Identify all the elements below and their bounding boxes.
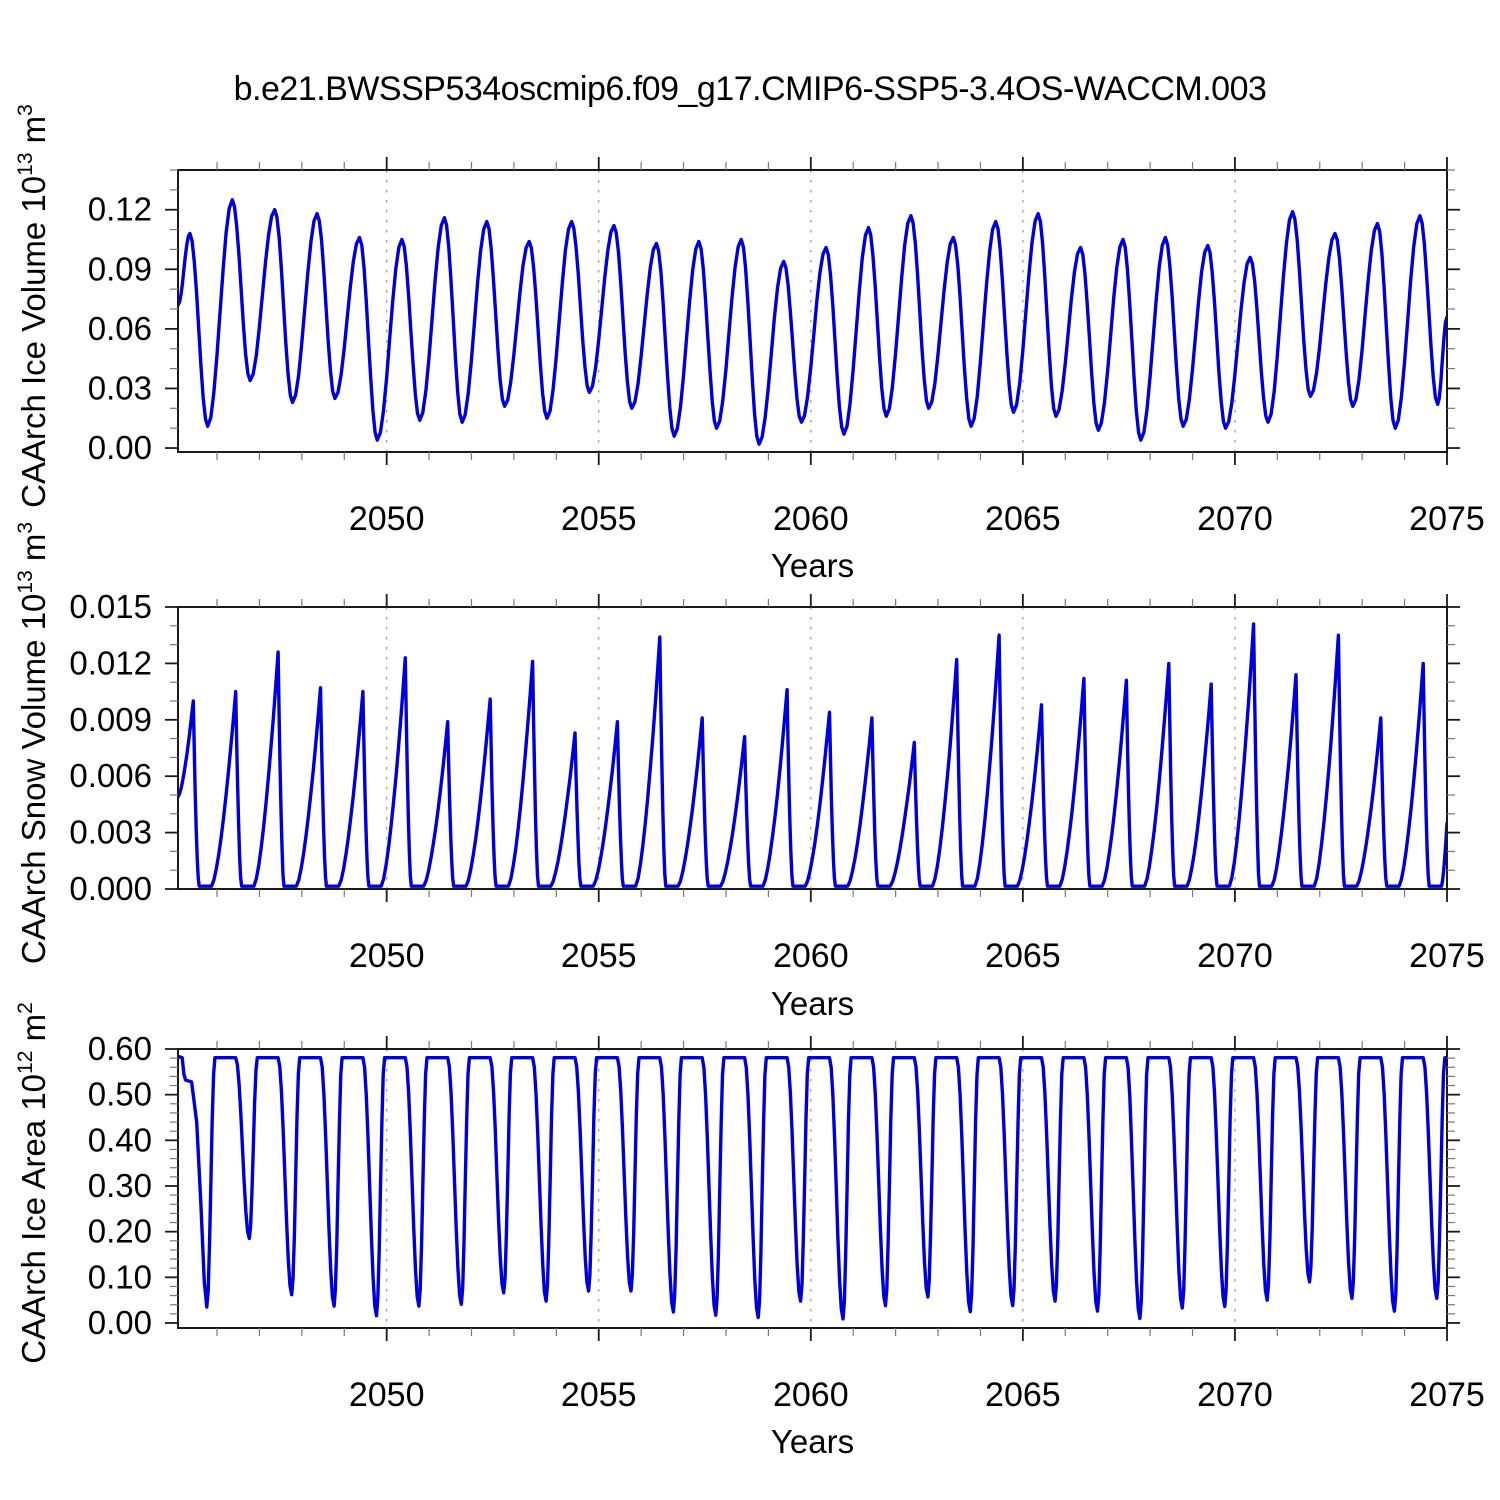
y-tick-label: 0.03 — [88, 369, 152, 406]
x-tick-label: 2060 — [773, 937, 849, 975]
x-tick-label: 2075 — [1409, 1376, 1485, 1414]
x-tick-label: 2055 — [561, 937, 637, 975]
y-axis-title-ice-area: CAArch Ice Area 1012 m2 — [14, 1002, 52, 1364]
x-tick-label: 2070 — [1197, 937, 1273, 975]
plot-line-caarch-ice-area — [177, 1054, 1448, 1321]
x-tick-label: 2060 — [773, 500, 849, 538]
y-tick-label: 0.06 — [88, 310, 152, 347]
y-tick-label: 0.40 — [88, 1121, 152, 1158]
x-tick-label: 2065 — [985, 1376, 1061, 1414]
y-tick-label: 0.003 — [69, 814, 152, 851]
plot-line-caarch-snow-volume — [177, 622, 1448, 888]
y-tick-label: 0.00 — [88, 429, 152, 466]
y-tick-label: 0.000 — [69, 870, 152, 907]
x-tick-label: 2065 — [985, 937, 1061, 975]
y-tick-label: 0.10 — [88, 1258, 152, 1295]
x-tick-label: 2055 — [561, 1376, 637, 1414]
plot-title: b.e21.BWSSP534oscmip6.f09_g17.CMIP6-SSP5… — [233, 70, 1267, 108]
y-tick-label: 0.09 — [88, 250, 152, 287]
x-tick-label: 2050 — [349, 937, 425, 975]
plot-line-caarch-ice-volume — [177, 198, 1448, 446]
y-tick-label: 0.006 — [69, 757, 152, 794]
y-tick-label: 0.30 — [88, 1167, 152, 1204]
x-tick-label: 2070 — [1197, 1376, 1273, 1414]
x-axis-title-panel3: Years — [770, 1423, 855, 1460]
x-tick-label: 2055 — [561, 500, 637, 538]
y-tick-label: 0.015 — [69, 588, 152, 625]
plot-frame — [177, 606, 1448, 890]
x-tick-label: 2070 — [1197, 500, 1273, 538]
x-axis-title-panel1: Years — [770, 547, 855, 584]
y-tick-label: 0.00 — [88, 1304, 152, 1341]
plot-frame — [177, 1048, 1448, 1329]
x-tick-label: 2075 — [1409, 500, 1485, 538]
x-tick-label: 2050 — [349, 1376, 425, 1414]
x-tick-label: 2050 — [349, 500, 425, 538]
y-tick-label: 0.012 — [69, 644, 152, 681]
x-tick-label: 2065 — [985, 500, 1061, 538]
plot-frame — [177, 169, 1448, 453]
y-tick-label: 0.009 — [69, 701, 152, 738]
y-tick-label: 0.12 — [88, 191, 152, 228]
x-tick-label: 2075 — [1409, 937, 1485, 975]
y-tick-label: 0.60 — [88, 1030, 152, 1067]
x-tick-label: 2060 — [773, 1376, 849, 1414]
x-axis-title-panel2: Years — [770, 985, 855, 1022]
y-tick-label: 0.20 — [88, 1213, 152, 1250]
y-tick-label: 0.50 — [88, 1076, 152, 1113]
